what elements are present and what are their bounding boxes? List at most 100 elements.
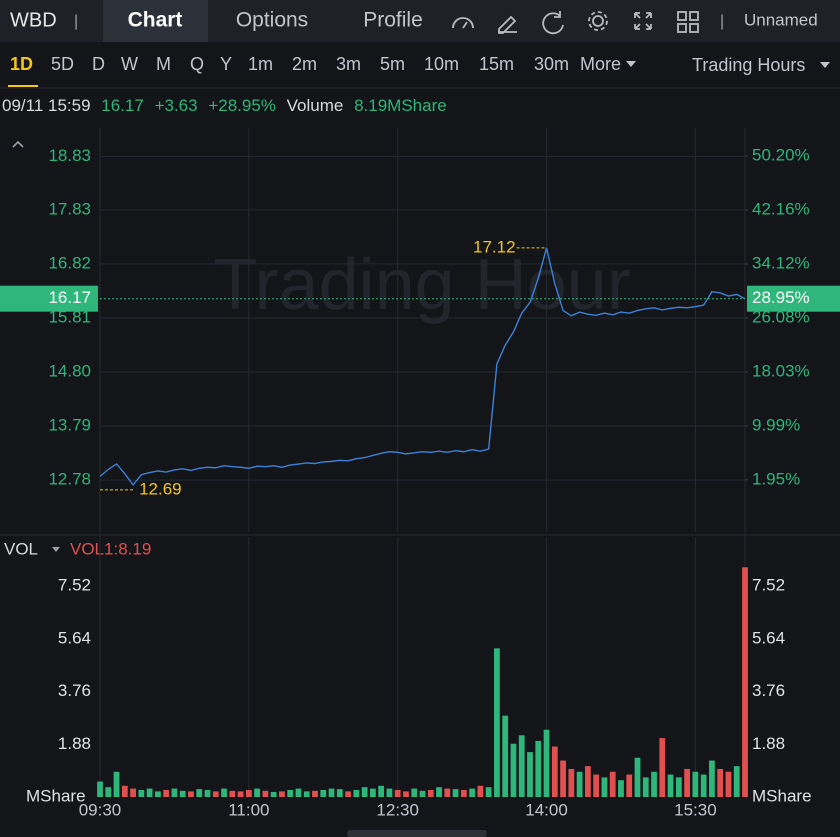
volume-tick-label: 3.76 <box>752 681 785 700</box>
volume-bar <box>485 787 492 797</box>
volume-bar <box>171 788 178 797</box>
period-option[interactable]: 15m <box>479 54 514 74</box>
x-tick-label: 11:00 <box>228 800 269 819</box>
volume-bar <box>444 788 451 797</box>
layout-icon <box>677 23 687 33</box>
period-option[interactable]: W <box>121 54 138 74</box>
dropdown-arrow <box>626 61 636 67</box>
volume-unit: MShare <box>752 786 812 805</box>
draw-icon[interactable] <box>498 15 517 34</box>
period-option[interactable]: 30m <box>534 54 569 74</box>
volume-bar <box>312 790 318 797</box>
period-option[interactable]: 5m <box>380 54 405 74</box>
volume-tick-label: 5.64 <box>752 628 785 647</box>
volume-bar <box>361 787 368 797</box>
volume-bar <box>518 735 525 797</box>
collapse-icon[interactable] <box>12 140 24 148</box>
x-tick-label: 14:00 <box>525 800 568 819</box>
volume-tick-label: 7.52 <box>58 576 91 595</box>
volume-bar <box>510 743 517 797</box>
volume-bar <box>502 715 509 797</box>
volume-bar <box>188 791 194 797</box>
period-option[interactable]: D <box>92 54 105 74</box>
gauge-icon[interactable] <box>452 17 474 29</box>
layout-icon[interactable] <box>677 11 687 21</box>
volume-bar <box>204 789 211 797</box>
scroll-handle[interactable] <box>347 830 487 837</box>
tab[interactable]: Chart <box>128 9 183 32</box>
toolbar-icons <box>452 11 699 35</box>
price-line <box>99 247 746 487</box>
refresh-icon[interactable] <box>542 11 564 35</box>
layout-name[interactable]: Unnamed <box>744 10 818 29</box>
period-option[interactable]: 5D <box>51 54 74 74</box>
volume-bar <box>320 789 327 797</box>
volume-bar <box>477 785 484 797</box>
symbol[interactable]: WBD <box>10 9 57 31</box>
volume-bar <box>626 774 633 797</box>
volume-bar <box>551 746 558 797</box>
y2-tick-label: 18.03% <box>752 361 810 380</box>
volume-bar <box>460 789 467 797</box>
volume-bar <box>295 788 302 797</box>
volume-bar <box>146 788 153 797</box>
volume-bar <box>105 787 112 797</box>
tab[interactable]: Options <box>236 9 308 32</box>
y2-tick-label: 26.08% <box>752 307 810 326</box>
volume-bar <box>97 781 103 797</box>
y-tick-label: 15.81 <box>48 307 91 326</box>
volume-bar <box>684 768 691 797</box>
volume-bar <box>369 788 376 797</box>
last-pct-label: 28.95% <box>752 288 810 307</box>
period-option[interactable]: 2m <box>292 54 317 74</box>
period-option[interactable]: Y <box>220 54 232 74</box>
volume-tick-label: 5.64 <box>58 628 91 647</box>
settings-icon[interactable] <box>592 15 604 27</box>
volume-bar <box>196 789 203 797</box>
y2-tick-label: 50.20% <box>752 146 810 165</box>
volume-bar <box>212 791 219 797</box>
volume-bar <box>163 789 170 797</box>
volume-bar <box>121 785 128 797</box>
info-volume-title: Volume <box>287 96 344 115</box>
period-option[interactable]: 3m <box>336 54 361 74</box>
volume-bar <box>560 760 566 797</box>
volume-bar <box>576 771 583 797</box>
volume-bar <box>601 777 608 797</box>
volume-bar <box>262 790 269 797</box>
dropdown-arrow <box>820 62 830 68</box>
volume-bar <box>436 787 442 797</box>
volume-bar <box>535 740 542 797</box>
volume-bar <box>593 774 600 797</box>
annotation-label: 17.12 <box>473 237 516 256</box>
volume-bar <box>221 788 227 797</box>
watermark: Trading Hour <box>213 245 631 325</box>
active-tab <box>103 0 208 42</box>
y2-tick-label: 34.12% <box>752 253 810 272</box>
volume-bar <box>138 789 145 797</box>
volume-bar <box>270 791 277 797</box>
volume-tick-label: 1.88 <box>58 734 91 753</box>
volume-bar <box>709 760 715 797</box>
period-option[interactable]: M <box>156 54 171 74</box>
period-option[interactable]: 1D <box>10 54 33 74</box>
volume-bar <box>609 771 616 797</box>
period-option[interactable]: 1m <box>248 54 273 74</box>
fullscreen-icon[interactable] <box>634 12 652 30</box>
tab[interactable]: Profile <box>363 9 423 32</box>
x-tick-label: 09:30 <box>79 800 122 819</box>
period-option[interactable]: More <box>580 54 621 74</box>
info-price: 16.17 <box>101 96 144 115</box>
volume-bar <box>179 790 186 797</box>
y-tick-label: 18.83 <box>48 146 91 165</box>
period-option[interactable]: 10m <box>424 54 459 74</box>
last-price-tag <box>0 285 98 312</box>
dropdown-arrow <box>52 547 60 552</box>
session-selector[interactable]: Trading Hours <box>692 55 805 75</box>
volume-bar <box>345 791 351 797</box>
volume-bar <box>237 791 244 797</box>
volume-bar <box>618 780 624 797</box>
volume-bar <box>113 771 120 797</box>
period-option[interactable]: Q <box>190 54 204 74</box>
